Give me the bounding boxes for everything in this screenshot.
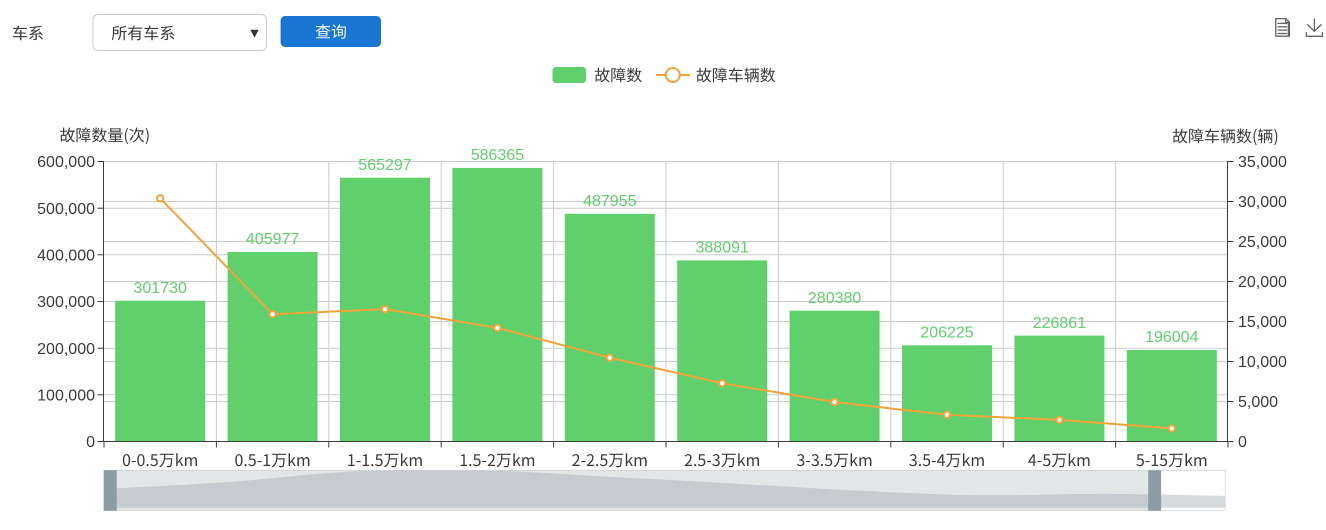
svg-text:100,000: 100,000 <box>37 388 95 405</box>
svg-text:30,000: 30,000 <box>1238 194 1287 211</box>
svg-text:200,000: 200,000 <box>37 341 95 358</box>
svg-text:600,000: 600,000 <box>37 154 95 171</box>
svg-text:25,000: 25,000 <box>1238 234 1287 251</box>
svg-text:35,000: 35,000 <box>1238 154 1287 171</box>
svg-text:15,000: 15,000 <box>1238 314 1287 331</box>
svg-text:500,000: 500,000 <box>37 201 95 218</box>
svg-text:280380: 280380 <box>808 290 861 307</box>
svg-text:5,000: 5,000 <box>1238 394 1278 411</box>
svg-text:10,000: 10,000 <box>1238 354 1287 371</box>
svg-text:388091: 388091 <box>696 240 749 257</box>
svg-text:20,000: 20,000 <box>1238 274 1287 291</box>
svg-text:300,000: 300,000 <box>37 294 95 311</box>
svg-text:405977: 405977 <box>246 231 299 248</box>
svg-text:487955: 487955 <box>583 193 636 210</box>
svg-text:0: 0 <box>1238 434 1247 451</box>
svg-text:226861: 226861 <box>1033 315 1086 332</box>
svg-text:0: 0 <box>86 434 95 451</box>
svg-text:565297: 565297 <box>358 157 411 174</box>
svg-text:196004: 196004 <box>1145 329 1198 346</box>
svg-text:400,000: 400,000 <box>37 248 95 265</box>
svg-text:301730: 301730 <box>134 280 187 297</box>
svg-text:586365: 586365 <box>471 147 524 164</box>
svg-text:206225: 206225 <box>920 325 973 342</box>
